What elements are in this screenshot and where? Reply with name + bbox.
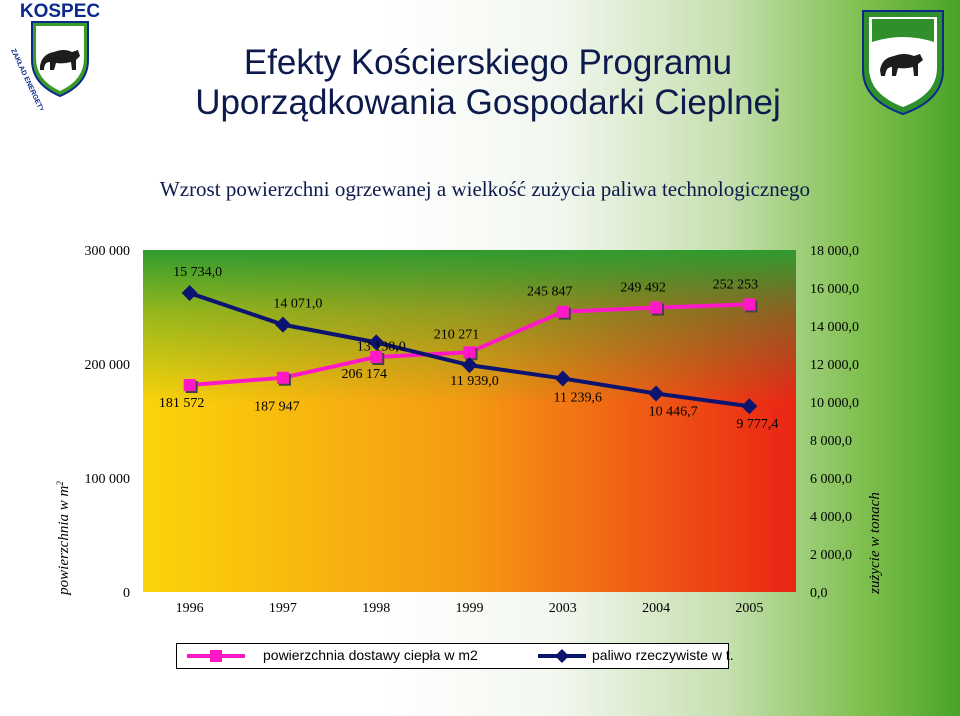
point-surface <box>556 305 569 318</box>
data-label-fuel: 11 939,0 <box>450 374 498 389</box>
chart-title: Wzrost powierzchni ogrzewanej a wielkość… <box>159 177 811 201</box>
point-surface <box>463 346 476 359</box>
y-tick-left: 200 000 <box>85 358 131 373</box>
y-axis-left-label-text: powierzchnia w m <box>56 486 72 596</box>
data-label-surface: 187 947 <box>254 400 300 415</box>
y-axis-left-label: powierzchnia w m2 <box>55 481 72 596</box>
point-fuel <box>368 334 385 351</box>
left-axis-ticks: 0 100 000 200 000 300 000 <box>85 244 131 601</box>
x-axis-ticks: 1996 1997 1998 1999 2003 2004 2005 <box>176 601 764 616</box>
data-label-fuel: 9 777,4 <box>736 417 778 432</box>
y-tick-right: 18 000,0 <box>810 244 859 259</box>
legend-label-fuel: paliwo rzeczywiste w t. <box>592 647 734 663</box>
legend: powierzchnia dostawy ciepła w m2 paliwo … <box>176 643 734 669</box>
page-title-line-2: Uporządkowania Gospodarki Cieplnej <box>195 83 781 122</box>
x-tick-label: 1998 <box>362 601 390 616</box>
data-label-surface: 181 572 <box>159 396 205 411</box>
plot-area-overlay <box>143 250 796 592</box>
point-surface <box>276 371 289 384</box>
y-tick-right: 16 000,0 <box>810 282 859 297</box>
data-label-surface: 252 253 <box>713 277 759 292</box>
logo-text: KOSPEC <box>20 1 101 22</box>
y-tick-right: 4 000,0 <box>810 510 852 525</box>
y-axis-left-label-sup: 2 <box>55 481 65 486</box>
point-fuel <box>648 385 665 402</box>
y-tick-right: 8 000,0 <box>810 434 852 449</box>
point-fuel <box>554 370 571 387</box>
y-tick-right: 14 000,0 <box>810 320 859 335</box>
page-title-line-1: Efekty Kościerskiego Programu <box>243 43 733 82</box>
point-surface <box>743 298 756 311</box>
y-tick-right: 12 000,0 <box>810 358 859 373</box>
legend-label-surface: powierzchnia dostawy ciepła w m2 <box>263 647 478 663</box>
right-axis-ticks: 0,0 2 000,0 4 000,0 6 000,0 8 000,0 10 000,0 1… <box>810 244 859 601</box>
y-tick-right: 0,0 <box>810 586 828 601</box>
data-label-fuel: 11 239,6 <box>554 390 602 405</box>
point-surface <box>370 350 383 363</box>
x-tick-label: 1996 <box>176 601 204 616</box>
y-axis-right-label: zużycie w tonach <box>867 492 883 595</box>
data-label-fuel: 15 734,0 <box>173 265 222 280</box>
data-label-fuel: 14 071,0 <box>273 297 322 312</box>
y-tick-left: 100 000 <box>85 472 131 487</box>
x-tick-label: 1999 <box>456 601 484 616</box>
point-fuel <box>461 357 478 374</box>
data-label-fuel: 13 138,0 <box>357 339 406 354</box>
point-surface <box>183 379 196 392</box>
point-fuel <box>274 316 291 333</box>
coat-of-arms <box>862 10 944 116</box>
data-label-surface: 249 492 <box>620 281 666 296</box>
data-label-fuel: 10 446,7 <box>649 405 698 420</box>
data-label-surface: 210 271 <box>434 327 480 342</box>
x-tick-label: 2005 <box>735 601 763 616</box>
legend-marker-surface <box>187 650 245 662</box>
data-label-surface: 245 847 <box>527 285 573 300</box>
point-fuel <box>181 285 198 302</box>
y-tick-right: 6 000,0 <box>810 472 852 487</box>
x-tick-label: 2004 <box>642 601 670 616</box>
x-tick-label: 1997 <box>269 601 297 616</box>
point-surface <box>650 301 663 314</box>
y-tick-left: 0 <box>123 586 130 601</box>
kospec-logo: KOSPEC ZAKŁAD ENERGETYKI CIEPLNEJ <box>9 1 101 110</box>
data-label-surface: 206 174 <box>341 367 387 382</box>
y-tick-right: 2 000,0 <box>810 548 852 563</box>
series-layer: 181 572 187 947 206 174 210 271 245 847 249 4… <box>159 265 778 432</box>
x-tick-label: 2003 <box>549 601 577 616</box>
legend-marker-fuel <box>538 649 586 663</box>
y-tick-right: 10 000,0 <box>810 396 859 411</box>
point-fuel <box>741 398 758 415</box>
y-tick-left: 300 000 <box>85 244 131 259</box>
